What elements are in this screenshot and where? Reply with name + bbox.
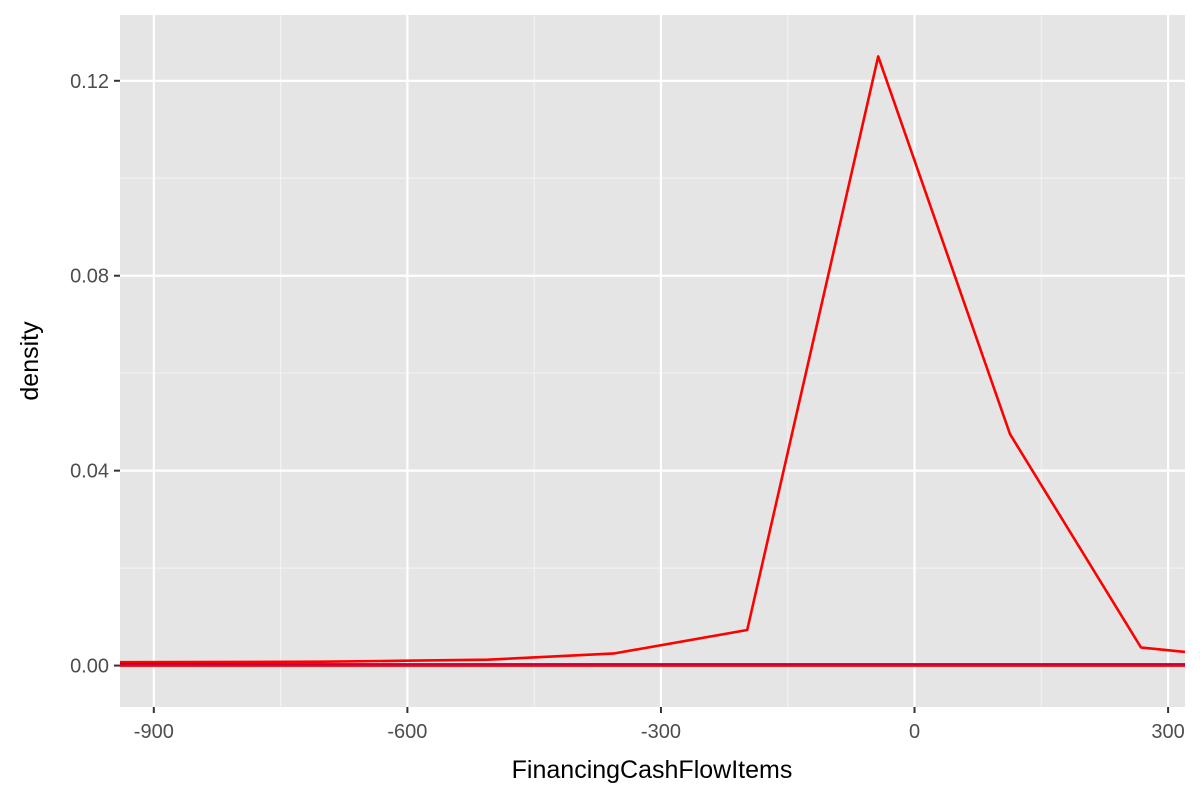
y-tick-label: 0.12: [70, 71, 109, 93]
y-tick-label: 0.08: [70, 266, 109, 288]
x-tick-label: -900: [134, 721, 174, 743]
series-line-1: [119, 55, 1186, 664]
y-axis-title: density: [16, 321, 44, 401]
tick-labels: -900 -600 -300 0 300 0.00 0.04 0.08 0.12: [70, 71, 1185, 743]
x-tick-label: -300: [641, 721, 681, 743]
series-layer: [119, 55, 1186, 667]
panel-background: [120, 15, 1185, 707]
minor-gridlines: [120, 15, 1185, 707]
y-tick-label: 0.04: [70, 461, 109, 483]
x-axis-title: FinancingCashFlowItems: [512, 756, 793, 784]
x-tick-label: -600: [387, 721, 427, 743]
axis-ticks: [114, 79, 1170, 713]
y-tick-label: 0.00: [70, 656, 109, 678]
x-tick-label: 0: [909, 721, 920, 743]
x-tick-label: 300: [1151, 721, 1184, 743]
